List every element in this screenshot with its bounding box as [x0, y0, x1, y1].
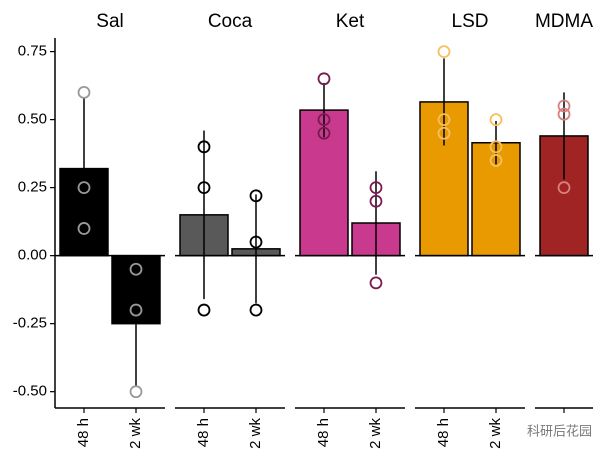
facet-title: MDMA [535, 11, 593, 32]
y-tick-label: -0.25 [13, 315, 47, 332]
y-tick-label: 0.50 [18, 111, 47, 128]
data-point [369, 276, 383, 290]
facet-title: Coca [208, 11, 253, 32]
x-tick-label: 48 h [75, 418, 92, 447]
y-tick-label: 0.00 [18, 247, 47, 264]
watermark: 科研后花园 [527, 423, 592, 438]
data-point [249, 189, 263, 203]
data-point [129, 303, 143, 317]
data-point [129, 385, 143, 399]
facet-title: Ket [336, 11, 365, 32]
data-point [489, 154, 503, 167]
data-point [197, 303, 211, 317]
data-point [437, 113, 451, 127]
data-point [77, 181, 91, 195]
data-point [317, 126, 331, 140]
x-tick-label: 2 wk [127, 418, 144, 449]
data-point [129, 262, 143, 276]
x-tick-label: 48 h [435, 418, 452, 447]
x-tick-label: 2 wk [487, 418, 504, 449]
data-point [317, 72, 331, 86]
data-point [369, 181, 383, 195]
data-point [557, 181, 571, 195]
data-point [197, 140, 211, 154]
data-point [557, 107, 571, 121]
data-point [249, 235, 263, 249]
data-point [77, 222, 91, 235]
x-tick-label: 48 h [195, 418, 212, 447]
data-point [557, 99, 571, 113]
data-point [77, 86, 91, 99]
data-point [249, 303, 263, 317]
x-tick-label: 2 wk [247, 418, 264, 449]
y-tick-label: 0.75 [18, 43, 47, 60]
x-tick-label: 2 wk [367, 418, 384, 449]
data-point [197, 181, 211, 195]
data-point [317, 113, 331, 127]
data-point [489, 140, 503, 154]
facet-title: LSD [452, 11, 489, 32]
facet-title: Sal [96, 11, 123, 32]
data-point [489, 113, 503, 127]
data-point [369, 194, 383, 208]
y-tick-label: -0.50 [13, 383, 47, 400]
data-point [437, 126, 451, 140]
y-tick-label: 0.25 [18, 179, 47, 196]
x-tick-label: 48 h [315, 418, 332, 447]
data-point [437, 45, 451, 59]
